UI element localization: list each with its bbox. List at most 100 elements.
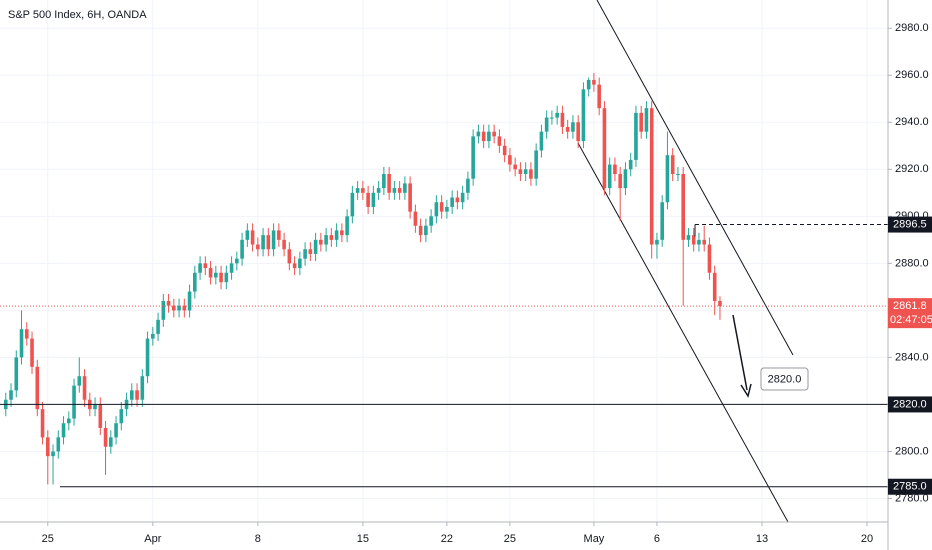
candle-body (98, 404, 103, 428)
candle-body (140, 376, 145, 400)
candle-body (198, 263, 202, 273)
last-price-label: 2861.8 (893, 300, 927, 312)
candle-body (282, 239, 286, 250)
candle-body (130, 390, 134, 400)
candle-body (119, 409, 124, 424)
candle-body (639, 112, 643, 132)
candle-body (250, 230, 255, 245)
candle-body (607, 164, 612, 189)
x-tick-label: 25 (504, 533, 516, 545)
candle-body (550, 117, 554, 119)
candle-body (476, 131, 481, 137)
annotation-text: 2820.0 (768, 373, 802, 385)
candle-body (135, 390, 139, 400)
candle-body (355, 188, 360, 193)
candle-body (219, 272, 223, 283)
level-tag-label: 2785.0 (893, 481, 927, 493)
candle-body (681, 174, 685, 240)
candle-body (187, 291, 192, 311)
candle-body (408, 183, 412, 212)
candle-body (340, 230, 344, 236)
candle-body (460, 192, 465, 203)
x-tick-label: May (584, 533, 605, 545)
candle-body (392, 188, 397, 193)
candle-body (151, 333, 155, 339)
candle-body (72, 385, 76, 419)
x-tick-label: 20 (861, 533, 873, 545)
candle-body (371, 192, 376, 207)
candle-body (266, 235, 271, 250)
y-tick-label: 2960.0 (895, 69, 929, 81)
candle-body (334, 230, 339, 240)
candle-body (649, 108, 654, 245)
candle-body (235, 258, 239, 264)
y-tick-label: 2940.0 (895, 116, 929, 128)
candle-body (271, 230, 276, 250)
candle-body (277, 230, 281, 240)
channel-lower (577, 142, 789, 523)
candle-body (397, 188, 402, 193)
level-tag (888, 478, 932, 495)
candle-body (61, 423, 66, 438)
candle-body (182, 305, 187, 311)
candle-body (618, 174, 622, 189)
candle-body (702, 239, 707, 245)
candle-body (382, 174, 386, 189)
candle-body (492, 131, 496, 137)
candle-body (30, 338, 34, 367)
candle-body (534, 150, 538, 179)
candle-body (560, 112, 565, 127)
level-tag (888, 396, 932, 413)
candle-body (466, 178, 470, 193)
candle-body (66, 418, 71, 424)
candle-body (245, 230, 250, 240)
candle-body (387, 174, 391, 193)
candle-body (313, 239, 318, 254)
candle-body (518, 169, 523, 174)
candle-body (697, 239, 701, 245)
candle-body (418, 225, 423, 236)
candle-body (361, 188, 365, 193)
candle-body (145, 338, 150, 377)
countdown: 02:47:05 (890, 314, 932, 326)
candle-body (670, 155, 675, 174)
candle-body (597, 84, 601, 109)
candle-body (177, 305, 181, 311)
candle-body (429, 216, 433, 226)
candle-body (481, 131, 486, 142)
x-tick-label: 13 (756, 533, 768, 545)
candle-body (319, 239, 323, 245)
chart-title: S&P 500 Index, 6H, OANDA (8, 9, 147, 21)
candle-body (35, 366, 40, 410)
candle-body (529, 169, 533, 179)
candle-body (508, 155, 512, 165)
candle-body (413, 211, 418, 226)
candle-body (634, 112, 638, 160)
candle-body (592, 79, 596, 85)
candle-body (691, 235, 696, 245)
candle-body (261, 235, 265, 250)
candle-body (40, 409, 45, 438)
candle-body (487, 131, 491, 142)
candle-body (513, 164, 517, 170)
candle-body (350, 192, 355, 217)
candle-body (707, 244, 712, 273)
candle-body (502, 145, 507, 156)
candle-body (660, 202, 664, 240)
y-tick-label: 2980.0 (895, 22, 929, 34)
level-tag-label: 2820.0 (893, 398, 927, 410)
candle-body (676, 174, 680, 175)
candle-body (324, 235, 328, 245)
candle-body (434, 202, 439, 217)
y-tick-label: 2840.0 (895, 351, 929, 363)
candle-body (628, 159, 633, 170)
candle-body (539, 131, 544, 151)
candle-body (445, 206, 449, 212)
candle-body (193, 272, 197, 292)
y-tick-label: 2920.0 (895, 163, 929, 175)
candle-body (455, 197, 460, 203)
candle-body (172, 305, 176, 311)
candle-body (718, 300, 722, 307)
candle-body (114, 423, 118, 438)
